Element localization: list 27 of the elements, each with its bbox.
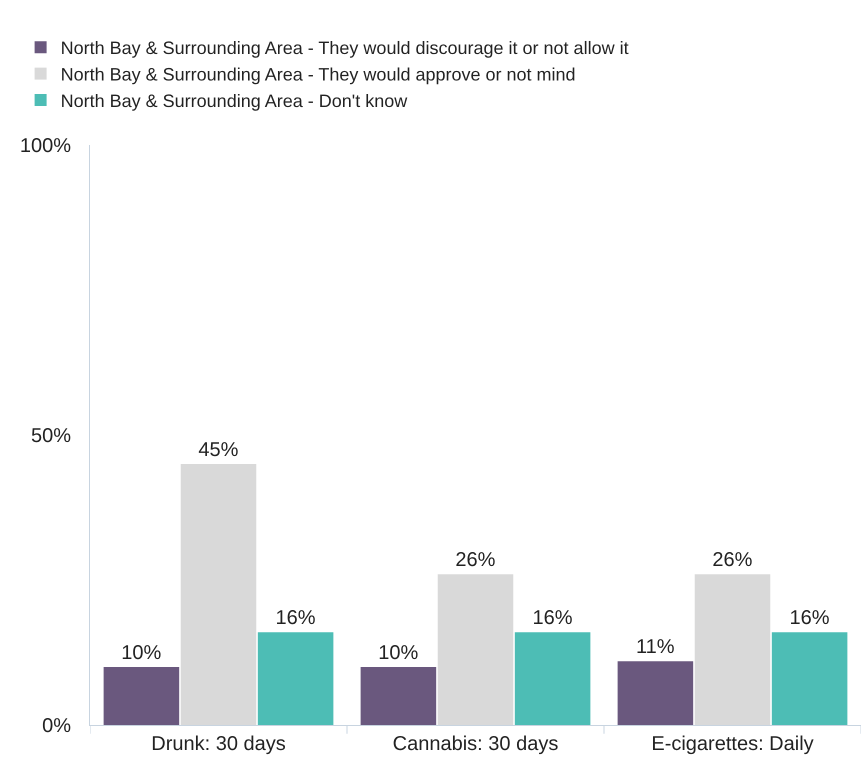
x-tick-label: E-cigarettes: Daily [651,733,814,755]
x-tick-label: Cannabis: 30 days [392,733,558,755]
legend-label: North Bay & Surrounding Area - They would approve or not mind [60,64,576,85]
bar [438,574,514,725]
data-label: 26% [712,549,753,572]
bar [360,667,436,725]
data-label: 16% [789,607,830,630]
bar [104,667,180,725]
bar [772,632,848,725]
data-label: 11% [636,636,675,658]
data-label: 26% [455,549,496,572]
data-label: 10% [378,642,419,664]
data-label: 45% [198,439,239,461]
y-tick-label: 0% [42,715,72,737]
bar [258,632,334,725]
bar [694,574,770,725]
x-tick-label: Drunk: 30 days [151,733,286,755]
y-tick-label: 100% [20,135,72,157]
y-tick-label: 50% [30,425,72,447]
bar [180,464,256,725]
bar [618,661,694,725]
data-label: 16% [532,607,573,630]
legend-label: North Bay & Surrounding Area - They would discourage it or not allow it [60,38,629,58]
legend-label: North Bay & Surrounding Area - Don't know [60,91,408,112]
data-label: 16% [275,607,316,630]
data-label: 10% [121,642,162,664]
bar [514,632,590,725]
